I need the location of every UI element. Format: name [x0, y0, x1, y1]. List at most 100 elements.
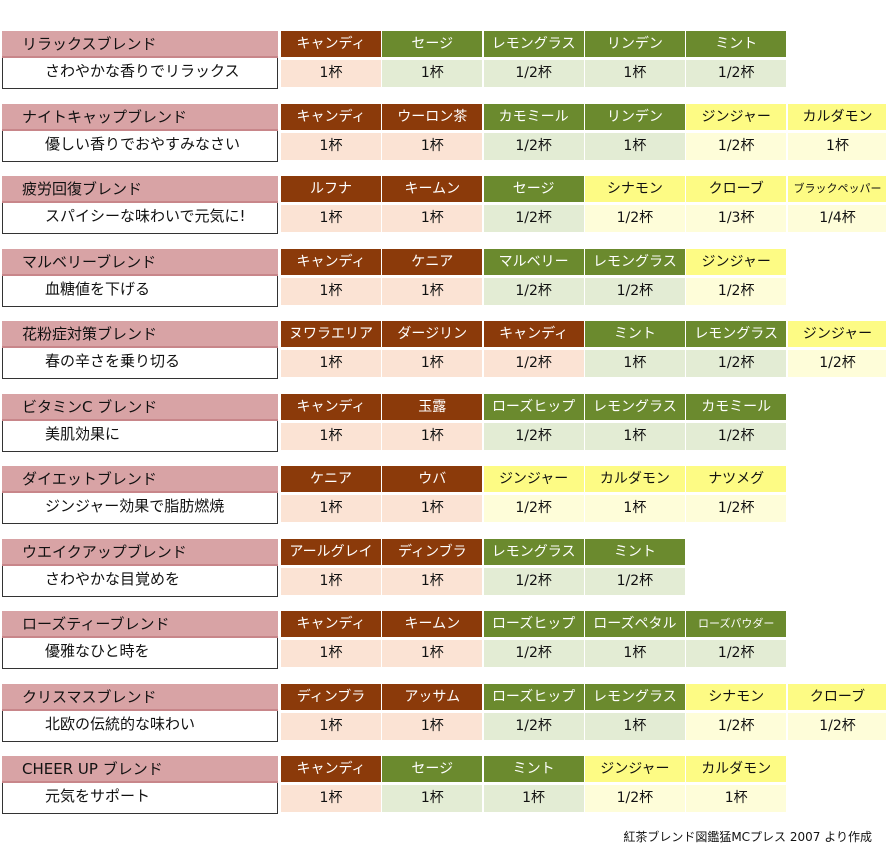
ingredient-amount: 1杯 — [382, 277, 483, 305]
ingredient-amount: 1/2杯 — [584, 567, 685, 595]
source-credit: 紅茶ブレンド図鑑猛MCプレス 2007 より作成 — [623, 830, 872, 844]
ingredient-amount: 1杯 — [281, 350, 381, 377]
ingredient-amount: 1/2杯 — [686, 640, 787, 667]
ingredient-amount: 1杯 — [382, 422, 483, 450]
ingredient-amount: 1杯 — [584, 495, 685, 522]
ingredient-cell: レモングラス 1/2杯 — [483, 538, 584, 597]
ingredient-cell: ディンブラ 1杯 — [281, 683, 381, 742]
blend-row: 花粉症対策ブレンド 春の辛さを乗り切る ヌワラエリア 1杯 ダージリン 1杯 キャンディ 1/… — [0, 321, 886, 381]
ingredient-cell: ローズヒップ 1/2杯 — [483, 683, 584, 742]
ingredient-name: セージ — [382, 31, 483, 57]
ingredient-name: レモングラス — [483, 31, 584, 57]
ingredient-amount: 1/2杯 — [584, 205, 685, 232]
ingredient-amount: 1/2杯 — [584, 277, 685, 305]
ingredient-amount: 1杯 — [281, 422, 381, 450]
ingredient-cell: カモミール 1/2杯 — [686, 393, 787, 452]
ingredient-amount: 1/2杯 — [686, 132, 787, 160]
ingredient-amount: 1/3杯 — [686, 205, 787, 232]
blend-name: クリスマスブレンド — [2, 683, 278, 711]
ingredient-cell: クローブ 1/3杯 — [686, 176, 787, 234]
ingredient-name: マルベリー — [483, 248, 584, 275]
ingredient-cell: キャンディ 1杯 — [281, 393, 381, 452]
ingredient-amount: 1杯 — [787, 132, 886, 160]
ingredient-cell: ローズパウダー 1/2杯 — [686, 611, 787, 669]
ingredient-cell: ブラックペッパー 1/4杯 — [787, 176, 886, 234]
ingredient-name: キームン — [382, 176, 483, 202]
ingredient-name: レモングラス — [686, 321, 787, 347]
ingredient-name: キャンディ — [281, 248, 381, 275]
ingredient-cell: 玉露 1杯 — [382, 393, 483, 452]
ingredient-amount: 1/2杯 — [483, 132, 584, 160]
blend-row: ローズティーブレンド 優雅なひと時を キャンディ 1杯 キームン 1杯 ローズヒップ 1/2杯… — [0, 611, 886, 671]
ingredient-name: ジンジャー — [686, 103, 787, 130]
ingredient-cell: ウバ 1杯 — [382, 466, 483, 524]
blend-row: クリスマスブレンド 北欧の伝統的な味わい ディンブラ 1杯 アッサム 1杯 ローズヒップ 1/… — [0, 683, 886, 744]
ingredient-amount: 1/2杯 — [787, 350, 886, 377]
ingredient-name: シナモン — [584, 176, 685, 202]
ingredient-cell: ジンジャー 1/2杯 — [787, 321, 886, 379]
ingredient-cell: ディンブラ 1杯 — [382, 538, 483, 597]
ingredient-amount: 1杯 — [382, 640, 483, 667]
ingredient-name: ディンブラ — [382, 538, 483, 565]
ingredient-cell: キャンディ 1杯 — [281, 103, 381, 162]
blend-row: CHEER UP ブレンド 元気をサポート キャンディ 1杯 セージ 1杯 ミント 1杯 ジンジ… — [0, 756, 886, 816]
ingredient-cell: リンデン 1杯 — [584, 103, 685, 162]
blend-description: 血糖値を下げる — [2, 275, 278, 307]
ingredient-cell: レモングラス 1杯 — [584, 393, 685, 452]
ingredient-amount: 1杯 — [281, 785, 381, 812]
ingredient-amount: 1杯 — [382, 350, 483, 377]
blend-name: リラックスブレンド — [2, 31, 278, 58]
ingredient-cell: アッサム 1杯 — [382, 683, 483, 742]
ingredient-name: ケニア — [281, 466, 381, 492]
ingredient-cell: シナモン 1/2杯 — [686, 683, 787, 742]
ingredient-cell: ナツメグ 1/2杯 — [686, 466, 787, 524]
ingredient-cell: カルダモン 1杯 — [686, 756, 787, 814]
blend-row: ウエイクアップブレンド さわやかな目覚めを アールグレイ 1杯 ディンブラ 1杯 レモングラ… — [0, 538, 886, 599]
ingredient-name: ミント — [584, 321, 685, 347]
ingredient-name: ジンジャー — [686, 248, 787, 275]
ingredient-amount: 1/2杯 — [483, 205, 584, 232]
ingredient-name: ルフナ — [281, 176, 381, 202]
blend-row: ダイエットブレンド ジンジャー効果で脂肪燃焼 ケニア 1杯 ウバ 1杯 ジンジャー 1/2杯カ… — [0, 466, 886, 526]
ingredient-cell: カモミール 1/2杯 — [483, 103, 584, 162]
ingredient-amount: 1/2杯 — [686, 350, 787, 377]
ingredient-cell: クローブ 1/2杯 — [787, 683, 886, 742]
ingredient-cell: ローズヒップ 1/2杯 — [483, 611, 584, 669]
ingredient-name: ウバ — [382, 466, 483, 492]
ingredient-amount: 1杯 — [584, 640, 685, 667]
ingredient-cell: ミント 1杯 — [584, 321, 685, 379]
ingredient-name: レモングラス — [584, 248, 685, 275]
blend-row: ナイトキャップブレンド 優しい香りでおやすみなさい キャンディ 1杯 ウーロン茶 1杯 カモ… — [0, 103, 886, 164]
ingredient-name: ジンジャー — [787, 321, 886, 347]
ingredient-cell: キャンディ 1杯 — [281, 756, 381, 814]
ingredient-amount: 1杯 — [584, 422, 685, 450]
ingredient-amount: 1/2杯 — [686, 277, 787, 305]
ingredient-cell: ミント 1/2杯 — [686, 31, 787, 89]
ingredient-name: ミント — [483, 756, 584, 782]
ingredient-cell: レモングラス 1/2杯 — [584, 248, 685, 307]
blend-row: ビタミンC ブレンド 美肌効果に キャンディ 1杯 玉露 1杯 ローズヒップ 1/2杯 レモング… — [0, 393, 886, 454]
ingredient-amount: 1杯 — [281, 277, 381, 305]
ingredient-amount: 1杯 — [382, 567, 483, 595]
ingredient-name: キームン — [382, 611, 483, 637]
ingredient-name: ナツメグ — [686, 466, 787, 492]
ingredient-name: カモミール — [686, 393, 787, 420]
ingredient-cell: キャンディ 1杯 — [281, 611, 381, 669]
ingredient-cell: ローズヒップ 1/2杯 — [483, 393, 584, 452]
ingredient-name: ジンジャー — [483, 466, 584, 492]
ingredient-name: リンデン — [584, 103, 685, 130]
ingredient-name: ローズヒップ — [483, 611, 584, 637]
ingredient-cell: キームン 1杯 — [382, 176, 483, 234]
ingredient-cell: ジンジャー 1/2杯 — [686, 103, 787, 162]
ingredient-cell: セージ 1杯 — [382, 31, 483, 89]
ingredient-name: キャンディ — [281, 31, 381, 57]
ingredient-amount: 1/2杯 — [483, 712, 584, 740]
ingredient-name: ケニア — [382, 248, 483, 275]
ingredient-amount: 1杯 — [483, 785, 584, 812]
ingredient-name: ブラックペッパー — [787, 176, 886, 202]
ingredient-name: ディンブラ — [281, 683, 381, 710]
ingredient-name: キャンディ — [281, 756, 381, 782]
ingredient-cell: キームン 1杯 — [382, 611, 483, 669]
blend-description: 春の辛さを乗り切る — [2, 348, 278, 379]
ingredient-name: キャンディ — [281, 611, 381, 637]
